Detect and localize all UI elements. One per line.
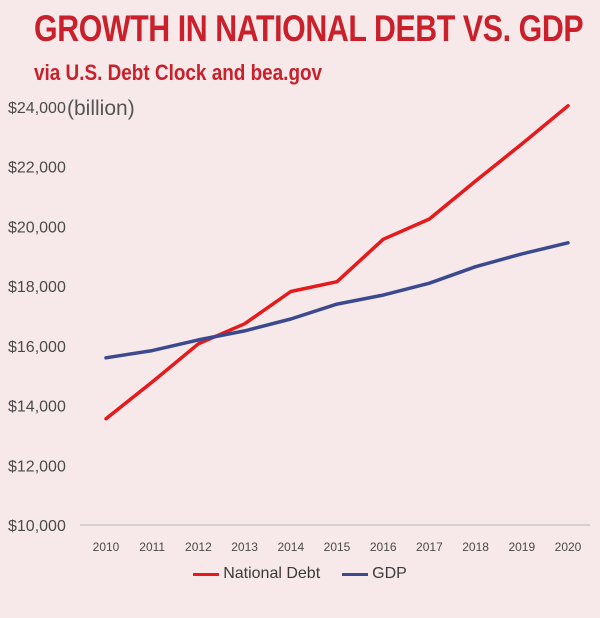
legend-item-national-debt: National Debt — [193, 565, 320, 583]
x-tick-label: 2019 — [508, 540, 535, 554]
x-tick-label: 2014 — [277, 540, 304, 554]
x-tick-label: 2017 — [416, 540, 443, 554]
legend-label-national-debt: National Debt — [223, 565, 321, 582]
x-tick-label: 2020 — [555, 540, 582, 554]
legend-item-gdp: GDP — [342, 565, 407, 583]
x-tick-label: 2016 — [370, 540, 397, 554]
series-line-national-debt — [104, 104, 570, 421]
x-tick-label: 2015 — [324, 540, 351, 554]
chart-title: GROWTH IN NATIONAL DEBT VS. GDP — [34, 8, 584, 49]
x-tick-label: 2013 — [231, 540, 258, 554]
y-unit-label: (billion) — [67, 97, 135, 120]
legend-swatch-gdp — [342, 572, 369, 576]
x-tick-label: 2012 — [185, 540, 212, 554]
y-tick-label: $24,000 — [8, 100, 66, 117]
y-tick-label: $20,000 — [8, 219, 66, 236]
chart-legend: National Debt GDP — [0, 565, 600, 583]
series-line-gdp — [104, 241, 570, 360]
x-tick-label: 2010 — [93, 540, 120, 554]
y-tick-label: $14,000 — [8, 399, 66, 416]
y-tick-label: $18,000 — [8, 279, 66, 296]
chart-subtitle: via U.S. Debt Clock and bea.gov — [34, 60, 323, 85]
legend-swatch-national-debt — [193, 572, 220, 576]
x-tick-label: 2018 — [462, 540, 489, 554]
y-tick-label: $16,000 — [8, 339, 66, 356]
y-tick-label: $12,000 — [8, 458, 66, 475]
y-tick-label: $10,000 — [8, 518, 66, 535]
x-tick-label: 2011 — [139, 540, 165, 554]
y-tick-label: $22,000 — [8, 160, 66, 177]
legend-label-gdp: GDP — [372, 565, 407, 582]
